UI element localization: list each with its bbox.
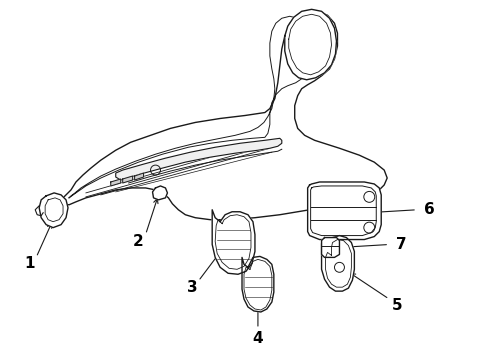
Polygon shape [321, 238, 340, 257]
Polygon shape [212, 210, 255, 274]
Polygon shape [308, 182, 381, 239]
Text: 6: 6 [423, 202, 434, 217]
Text: 4: 4 [253, 331, 263, 346]
Polygon shape [39, 193, 68, 228]
Polygon shape [285, 9, 337, 80]
Text: 3: 3 [187, 280, 197, 295]
Polygon shape [116, 138, 282, 180]
Text: 2: 2 [133, 234, 144, 249]
Polygon shape [61, 11, 387, 220]
Polygon shape [321, 235, 354, 291]
Polygon shape [122, 176, 133, 183]
Text: 7: 7 [396, 237, 406, 252]
Polygon shape [152, 186, 168, 200]
Text: 5: 5 [392, 297, 402, 312]
Polygon shape [111, 179, 121, 186]
Polygon shape [242, 256, 274, 312]
Polygon shape [135, 173, 144, 180]
Text: 1: 1 [24, 256, 34, 271]
